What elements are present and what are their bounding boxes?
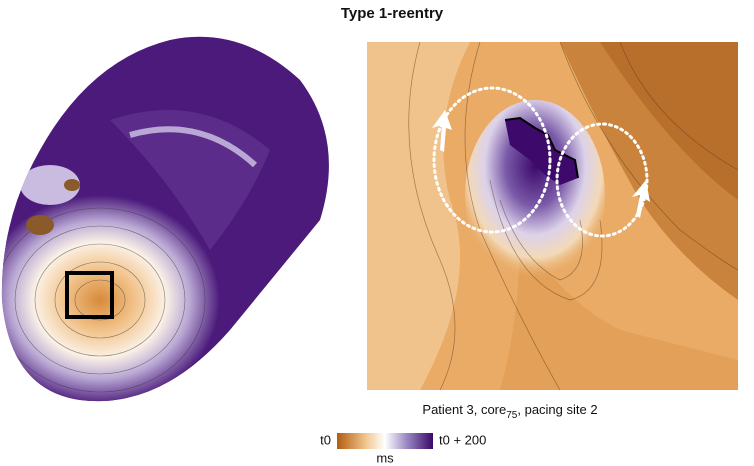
colorbar [337, 433, 433, 449]
colorbar-min-label: t0 [320, 432, 331, 447]
zoom-panel [367, 42, 738, 390]
caption: Patient 3, core75, pacing site 2 [422, 402, 597, 420]
colorbar-max-label: t0 + 200 [439, 432, 486, 447]
caption-prefix: Patient 3, core [422, 402, 506, 417]
title: Type 1-reentry [341, 5, 444, 22]
heart-model [1, 36, 329, 402]
colorbar-unit: ms [376, 450, 394, 465]
caption-subscript: 75 [506, 410, 518, 421]
caption-suffix: , pacing site 2 [517, 402, 597, 417]
